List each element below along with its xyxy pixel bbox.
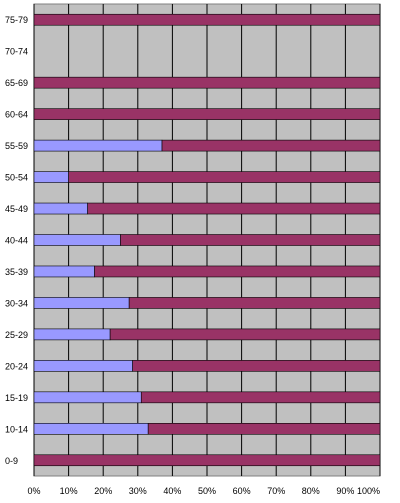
y-tick-label: 35-39: [5, 267, 28, 277]
y-tick-label: 45-49: [5, 204, 28, 214]
x-tick-label: 0%: [27, 486, 40, 496]
y-tick-label: 55-59: [5, 141, 28, 151]
y-tick-label: 10-14: [5, 424, 28, 434]
y-tick-label: 50-54: [5, 173, 28, 183]
bar-segment-series-1: [33, 391, 142, 404]
bar-segment-series-2: [33, 76, 381, 89]
y-tick-label: 25-29: [5, 330, 28, 340]
y-tick-label: 70-74: [5, 47, 28, 57]
x-tick-label: 40%: [163, 486, 181, 496]
y-tick-label: 15-19: [5, 393, 28, 403]
y-tick-label: 40-44: [5, 236, 28, 246]
bar-segment-series-1: [33, 422, 149, 435]
x-tick-label: 80%: [302, 486, 320, 496]
bar-segment-series-2: [109, 328, 381, 341]
bar-segment-series-2: [132, 360, 381, 372]
bar-segment-series-2: [33, 13, 381, 26]
x-tick-label: 50%: [198, 486, 216, 496]
x-axis-labels: 0% 10% 20% 30% 40% 50% 60% 70% 80% 90% 100%: [27, 486, 380, 496]
bar-segment-series-2: [147, 422, 381, 435]
y-axis-labels: 75-79 70-74 65-69 60-64 55-59 50-54 45-49 40-44…: [5, 15, 28, 466]
bar-segment-series-1: [33, 265, 95, 278]
bar-segment-series-1: [33, 234, 121, 246]
bar-segment-series-2: [87, 202, 381, 215]
x-tick-label: 90%: [336, 486, 354, 496]
bar-segment-series-2: [33, 454, 381, 467]
y-tick-label: 30-34: [5, 298, 28, 308]
bar-segment-series-2: [161, 139, 381, 152]
y-tick-label: 0-9: [5, 456, 18, 466]
x-tick-label: 70%: [267, 486, 285, 496]
bar-segment-series-1: [33, 328, 111, 341]
x-tick-label: 60%: [233, 486, 251, 496]
y-tick-label: 60-64: [5, 110, 28, 120]
bar-segment-series-1: [33, 297, 130, 309]
y-tick-label: 75-79: [5, 15, 28, 25]
bar-segment-series-1: [33, 171, 69, 183]
y-tick-label: 65-69: [5, 78, 28, 88]
y-tick-label: 20-24: [5, 361, 28, 371]
bar-segment-series-2: [120, 234, 381, 246]
bar-segment-series-1: [33, 360, 133, 372]
bar-segment-series-1: [33, 139, 163, 152]
bar-segment-series-2: [140, 391, 381, 404]
bar-segment-series-2: [68, 171, 381, 183]
x-tick-label: 100%: [357, 486, 380, 496]
bar-segment-series-2: [94, 265, 381, 278]
bars: [33, 13, 381, 467]
bar-segment-series-2: [33, 108, 381, 120]
x-tick-label: 10%: [60, 486, 78, 496]
bar-segment-series-2: [128, 297, 381, 309]
x-tick-label: 20%: [94, 486, 112, 496]
x-tick-label: 30%: [129, 486, 147, 496]
bar-segment-series-1: [33, 202, 88, 215]
